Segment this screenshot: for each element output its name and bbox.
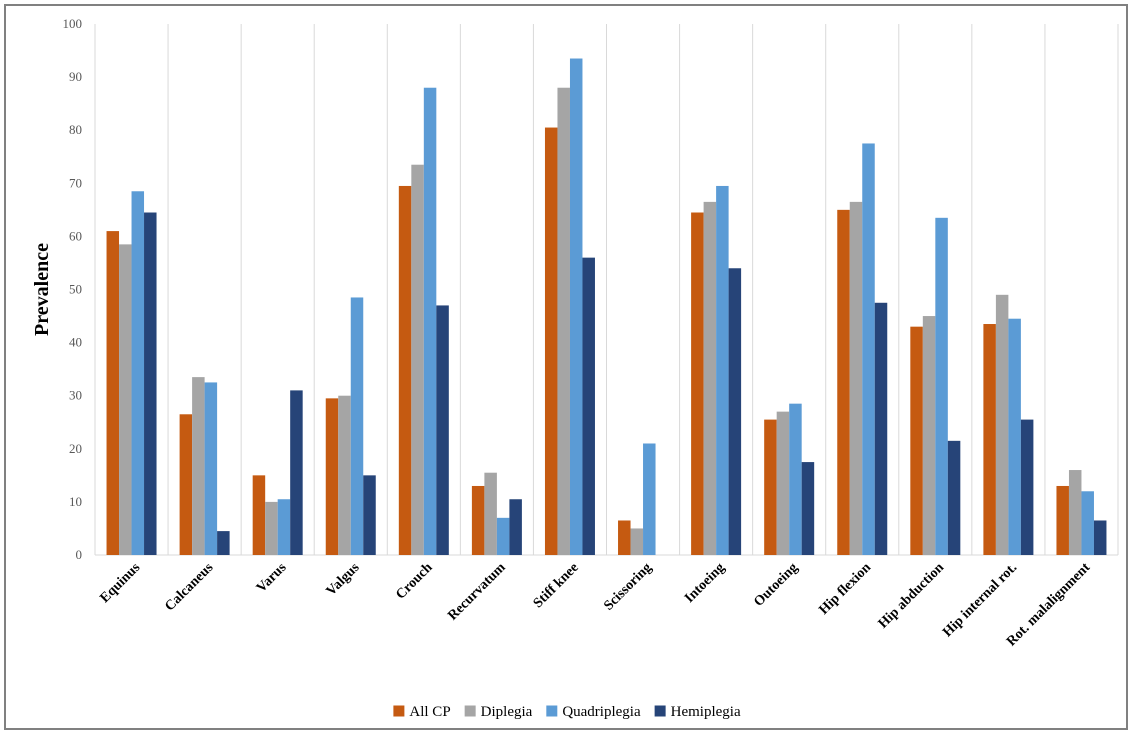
bar-all-cp — [398, 185, 412, 555]
bar-diplegia — [338, 395, 351, 555]
bar-quadriplegia — [716, 185, 729, 555]
category-label: Hip flexion — [816, 560, 874, 618]
legend-swatch — [393, 705, 405, 717]
bar-hemiplegia — [947, 440, 961, 555]
y-tick-label: 50 — [69, 282, 82, 297]
bar-hemiplegia — [144, 212, 157, 555]
bar-all-cp — [325, 398, 339, 555]
bar-all-cp — [983, 324, 996, 555]
legend-swatch — [464, 705, 476, 717]
bar-diplegia — [192, 377, 205, 555]
y-axis-label: Prevalence — [31, 243, 53, 336]
bar-all-cp — [252, 475, 266, 555]
bar-hemiplegia — [801, 462, 815, 555]
bar-hemiplegia — [290, 390, 303, 555]
bar-hemiplegia — [217, 531, 230, 555]
y-tick-label: 40 — [69, 335, 82, 350]
category-labels: Equinus Calcaneus Varus Valgus Crouch Recurva… — [98, 560, 1094, 650]
bar-hemiplegia — [582, 257, 595, 555]
legend-swatch — [546, 705, 558, 717]
y-tick-labels: 0 10 20 30 40 50 60 70 80 90 100 — [63, 16, 83, 562]
legend-label: Hemiplegia — [671, 704, 741, 720]
bar-quadriplegia — [204, 382, 218, 555]
category-label: Hip abduction — [876, 560, 948, 632]
bar-quadriplegia — [862, 143, 875, 555]
bar-all-cp — [179, 414, 193, 555]
bar-quadriplegia — [1008, 318, 1021, 555]
category-label: Varus — [254, 560, 290, 596]
y-tick-label: 90 — [69, 69, 82, 84]
bar-diplegia — [265, 501, 278, 555]
bar-all-cp — [910, 326, 923, 555]
bar-diplegia — [484, 472, 497, 555]
bar-quadriplegia — [569, 58, 583, 555]
category-label: Valgus — [324, 560, 363, 599]
bar-quadriplegia — [789, 403, 802, 555]
bar-all-cp — [837, 209, 850, 555]
bar-hemiplegia — [1093, 520, 1107, 555]
y-tick-label: 0 — [76, 547, 83, 562]
category-label: Hip internal rot. — [940, 560, 1020, 640]
bar-hemiplegia — [728, 268, 742, 555]
bar-hemiplegia — [436, 305, 449, 555]
y-tick-label: 100 — [63, 16, 83, 31]
category-label: Crouch — [393, 560, 435, 602]
bar-quadriplegia — [643, 443, 656, 555]
bar-all-cp — [764, 419, 777, 555]
bar-quadriplegia — [350, 297, 364, 555]
bar-diplegia — [1068, 470, 1082, 555]
bar-quadriplegia — [277, 499, 291, 555]
legend-label: All CP — [409, 704, 450, 720]
category-label: Scissoring — [601, 560, 655, 614]
bar-quadriplegia — [935, 217, 948, 555]
bar-all-cp — [544, 127, 558, 556]
bar-all-cp — [106, 231, 120, 555]
bar-quadriplegia — [423, 87, 437, 555]
bar-diplegia — [849, 201, 863, 555]
y-tick-label: 30 — [69, 388, 82, 403]
bar-all-cp — [1056, 485, 1069, 555]
legend-swatch — [654, 705, 666, 717]
bar-diplegia — [411, 164, 424, 555]
bar-diplegia — [557, 87, 570, 555]
bars — [106, 58, 1107, 556]
bar-hemiplegia — [363, 475, 376, 555]
legend: All CP Diplegia Quadriplegia Hemiplegia — [393, 704, 741, 720]
bar-quadriplegia — [131, 191, 145, 555]
bar-diplegia — [995, 294, 1009, 555]
y-tick-label: 20 — [69, 441, 82, 456]
category-label: Calcaneus — [162, 560, 216, 614]
legend-label: Quadriplegia — [562, 704, 641, 720]
bar-all-cp — [471, 485, 485, 555]
bar-all-cp — [618, 520, 631, 555]
y-tick-label: 80 — [69, 122, 82, 137]
category-label: Stiff knee — [531, 560, 582, 611]
bar-quadriplegia — [1081, 491, 1094, 555]
bar-quadriplegia — [496, 517, 510, 555]
category-label: Outoeing — [751, 560, 801, 610]
bar-diplegia — [776, 411, 790, 555]
bar-diplegia — [703, 201, 717, 555]
bar-hemiplegia — [509, 499, 522, 555]
category-label: Equinus — [98, 560, 144, 606]
y-tick-label: 60 — [69, 228, 82, 243]
bar-hemiplegia — [874, 302, 888, 555]
category-label: Intoeing — [682, 560, 728, 606]
bar-diplegia — [630, 528, 644, 555]
bar-all-cp — [691, 212, 704, 555]
category-label: Recurvatum — [445, 560, 509, 624]
legend-label: Diplegia — [481, 704, 533, 720]
bar-diplegia — [119, 244, 132, 556]
bar-diplegia — [922, 316, 936, 555]
y-tick-label: 10 — [69, 494, 82, 509]
grid-lines — [94, 24, 1119, 556]
y-tick-label: 70 — [69, 175, 82, 190]
bar-hemiplegia — [1020, 419, 1034, 555]
